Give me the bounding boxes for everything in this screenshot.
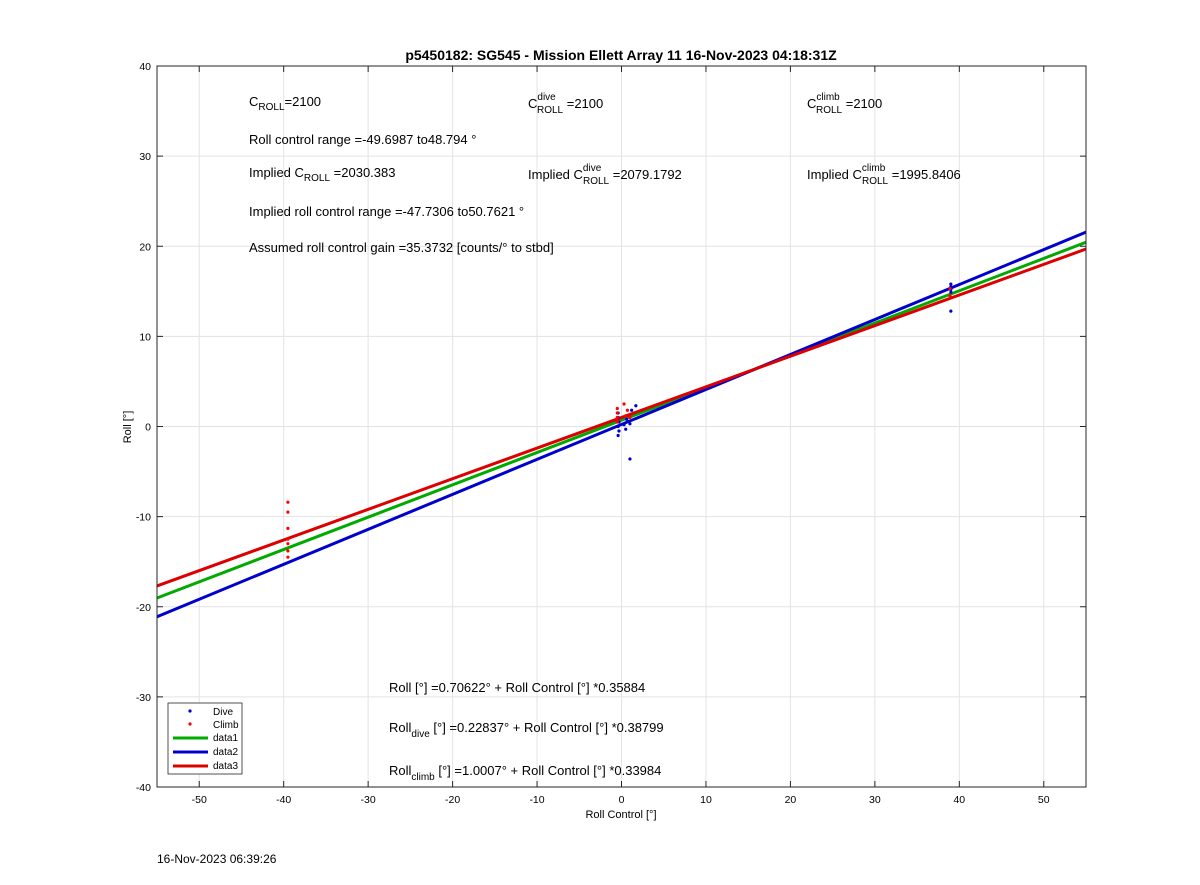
data-point-dive xyxy=(624,417,629,421)
y-tick-label: -40 xyxy=(136,782,151,794)
x-tick-label: -40 xyxy=(276,794,291,806)
legend-label-data2: data2 xyxy=(213,747,238,758)
x-tick-label: 20 xyxy=(785,794,797,806)
roll-control-range-annotation: Roll control range =-49.6987 to48.794 ° xyxy=(249,132,476,147)
data-point-climb xyxy=(948,287,952,291)
y-tick-label: -10 xyxy=(136,512,151,524)
data-point-climb xyxy=(286,510,290,514)
data-point-dive xyxy=(624,427,628,431)
fit-line-data2 xyxy=(156,230,1087,619)
data-points xyxy=(286,282,953,559)
data-point-climb xyxy=(286,526,290,530)
data-point-climb xyxy=(615,415,619,420)
x-tick-label: -50 xyxy=(192,794,207,806)
legend: Dive Climb data1 data2 data3 xyxy=(167,702,243,775)
implied-c-roll-annotation: Implied CROLL =2030.383 xyxy=(249,165,395,184)
c-roll-annotation: CROLL=2100 xyxy=(249,94,321,113)
legend-marker-dive xyxy=(188,709,192,713)
y-tick-label: 20 xyxy=(139,241,151,253)
legend-label-climb: Climb xyxy=(213,720,239,731)
legend-marker-climb xyxy=(188,722,192,726)
data-point-climb xyxy=(286,542,290,546)
x-tick-label: 0 xyxy=(619,794,625,806)
y-tick-label: 10 xyxy=(139,331,151,343)
data-point-dive xyxy=(622,423,626,427)
x-tick-label: -30 xyxy=(361,794,376,806)
data-point-dive xyxy=(617,429,621,433)
data-point-dive xyxy=(949,309,953,313)
fit-dive-annotation: Rolldive [°] =0.22837° + Roll Control [°… xyxy=(389,720,664,740)
y-tick-label: 40 xyxy=(139,61,151,73)
data-point-climb xyxy=(948,294,952,298)
data-point-climb xyxy=(615,406,619,411)
data-point-climb xyxy=(286,555,290,559)
y-tick-label: 30 xyxy=(139,151,151,163)
data-point-dive xyxy=(616,424,620,429)
data-point-dive xyxy=(628,422,632,426)
x-tick-label: 50 xyxy=(1038,794,1050,806)
fit-line-data3 xyxy=(156,247,1087,588)
data-point-dive xyxy=(628,457,632,461)
print-timestamp: 16-Nov-2023 06:39:26 xyxy=(157,852,277,866)
data-point-climb xyxy=(628,415,632,420)
fit-climb-annotation: Rollclimb [°] =1.0007° + Roll Control [°… xyxy=(389,763,661,783)
fit-all-annotation: Roll [°] =0.70622° + Roll Control [°] *0… xyxy=(389,680,645,695)
y-tick-label: -20 xyxy=(136,602,151,614)
x-tick-label: 30 xyxy=(869,794,881,806)
y-tick-label: 0 xyxy=(145,422,151,434)
data-point-climb xyxy=(625,408,630,412)
data-point-climb xyxy=(622,402,626,406)
chart-title: p5450182: SG545 - Mission Ellett Array 1… xyxy=(405,47,837,63)
y-tick-label: -30 xyxy=(136,692,151,704)
legend-label-dive: Dive xyxy=(213,707,233,718)
axis-ticks: -50 -40 -30 -20 -10 0 10 20 30 40 50 -40 -30 -20 -10 0 1… xyxy=(136,61,1086,806)
x-axis-label: Roll Control [°] xyxy=(585,809,656,821)
implied-c-roll-climb-annotation: Implied Cclimb ROLL =1995.8406 xyxy=(807,163,961,187)
fit-lines xyxy=(156,230,1087,619)
data-point-climb xyxy=(624,414,628,418)
x-tick-label: -10 xyxy=(529,794,544,806)
data-point-climb xyxy=(615,411,619,415)
c-roll-dive-annotation: Cdive ROLL =2100 xyxy=(528,92,603,116)
gain-annotation: Assumed roll control gain =35.3732 [coun… xyxy=(249,240,554,255)
legend-label-data1: data1 xyxy=(213,733,238,744)
data-point-dive xyxy=(634,404,638,408)
data-point-climb xyxy=(286,537,290,541)
data-point-climb xyxy=(286,549,290,553)
data-point-dive xyxy=(949,290,953,294)
legend-label-data3: data3 xyxy=(213,761,238,772)
data-point-dive xyxy=(616,433,620,438)
implied-c-roll-dive-annotation: Implied Cdive ROLL =2079.1792 xyxy=(528,163,682,187)
x-tick-label: 40 xyxy=(953,794,965,806)
implied-range-annotation: Implied roll control range =-47.7306 to5… xyxy=(249,204,524,219)
data-point-dive xyxy=(630,408,634,412)
c-roll-climb-annotation: Cclimb ROLL =2100 xyxy=(807,92,882,116)
data-point-climb xyxy=(286,500,290,504)
data-point-dive xyxy=(949,282,953,286)
fit-line-data1 xyxy=(156,240,1087,600)
y-axis-label: Roll [°] xyxy=(122,411,134,444)
x-tick-label: -20 xyxy=(445,794,460,806)
x-tick-label: 10 xyxy=(700,794,712,806)
data-point-climb xyxy=(615,420,619,424)
